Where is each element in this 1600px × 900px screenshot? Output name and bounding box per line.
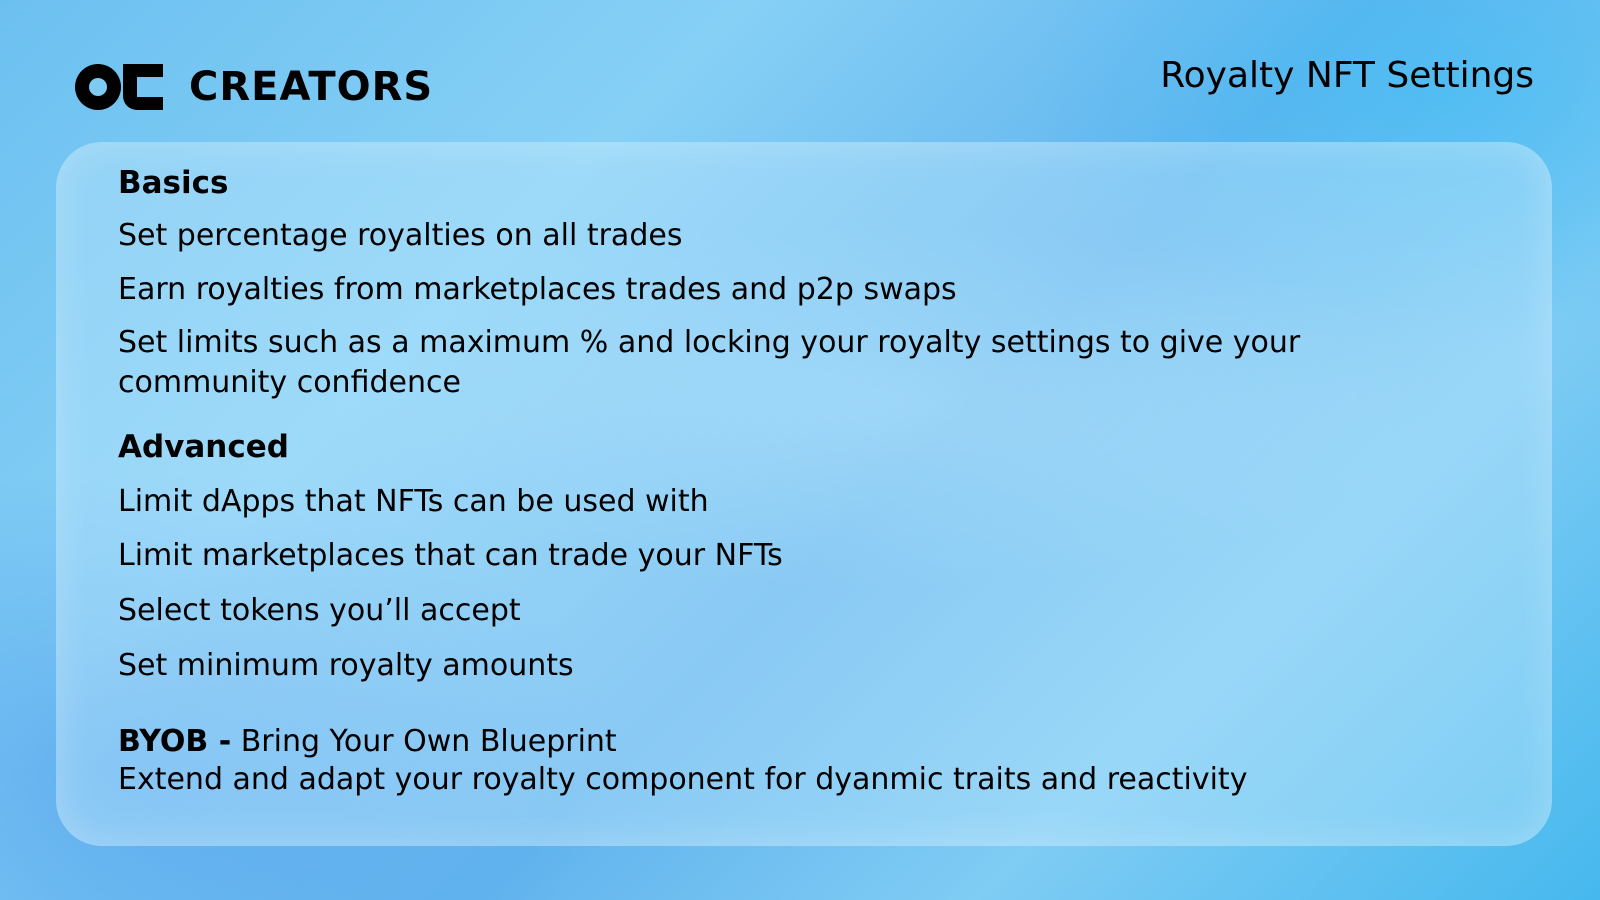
brand-logo: CREATORS xyxy=(75,64,433,110)
advanced-heading: Advanced xyxy=(118,429,289,465)
byob-label: BYOB - xyxy=(118,724,232,759)
list-item: Set percentage royalties on all trades xyxy=(118,218,683,253)
byob-title: Bring Your Own Blueprint xyxy=(240,724,617,759)
content-card xyxy=(56,142,1552,846)
slide-title: Royalty NFT Settings xyxy=(1160,55,1534,96)
byob-description: Extend and adapt your royalty component … xyxy=(118,762,1248,797)
list-item: Set limits such as a maximum % and locki… xyxy=(118,325,1301,400)
byob-title-line: BYOB - Bring Your Own Blueprint xyxy=(118,722,617,762)
brand-mark-icon xyxy=(75,64,163,110)
list-item: Select tokens you’ll accept xyxy=(118,593,521,628)
basics-heading: Basics xyxy=(118,165,229,201)
slide-header: CREATORS Royalty NFT Settings xyxy=(0,0,1600,140)
list-item: Limit marketplaces that can trade your N… xyxy=(118,538,783,573)
list-item: Limit dApps that NFTs can be used with xyxy=(118,484,709,519)
brand-name: CREATORS xyxy=(189,64,434,110)
list-item: Earn royalties from marketplaces trades … xyxy=(118,272,957,307)
list-item: Set minimum royalty amounts xyxy=(118,648,574,683)
